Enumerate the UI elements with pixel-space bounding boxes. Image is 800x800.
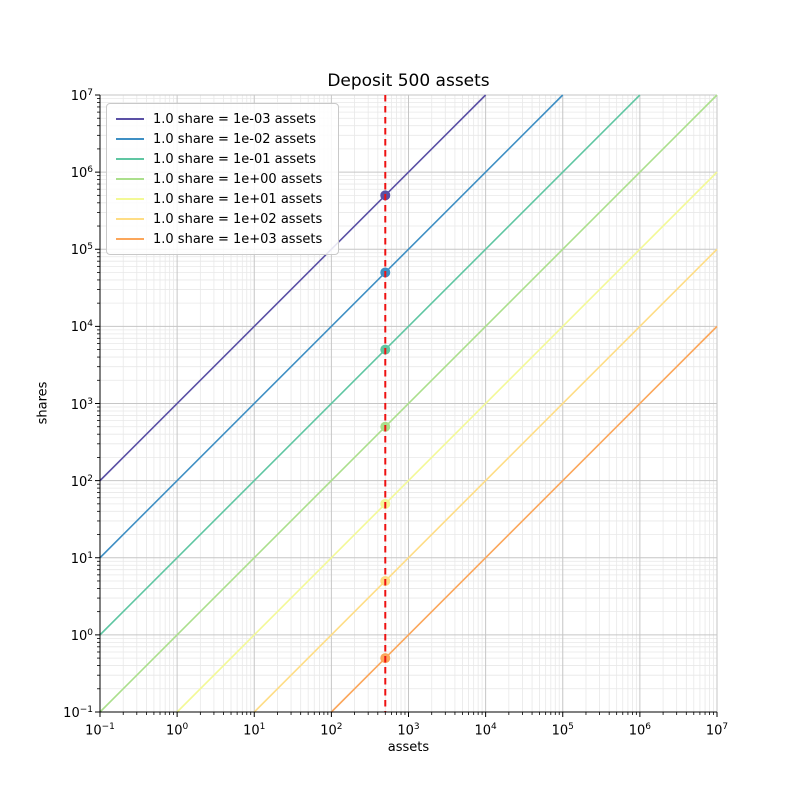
legend-item: 1.0 share = 1e+01 assets <box>116 189 329 209</box>
y-tick-label: 107 <box>70 87 93 105</box>
x-axis-label: assets <box>387 740 430 755</box>
y-tick-label: 101 <box>70 550 93 567</box>
series-line-1 <box>99 94 564 559</box>
y-tick-label: 105 <box>70 242 93 259</box>
series-line-0 <box>99 94 487 482</box>
x-tick-label: 100 <box>165 722 189 739</box>
legend-item: 1.0 share = 1e+02 assets <box>116 209 329 229</box>
x-tick-label: 10−1 <box>85 722 115 739</box>
legend: 1.0 share = 1e-03 assets 1.0 share = 1e-0… <box>106 103 339 255</box>
series-lines <box>99 94 718 713</box>
legend-label: 1.0 share = 1e-03 assets <box>153 111 317 127</box>
y-tick-label: 100 <box>70 627 93 645</box>
legend-item: 1.0 share = 1e+03 assets <box>116 229 329 249</box>
legend-swatch <box>116 238 144 240</box>
series-line-5 <box>253 248 718 713</box>
chart-title: Deposit 500 assets <box>327 71 490 91</box>
axis-ticks <box>95 94 718 717</box>
legend-item: 1.0 share = 1e+00 assets <box>116 169 329 189</box>
legend-label: 1.0 share = 1e-02 assets <box>153 131 317 147</box>
legend-label: 1.0 share = 1e+03 assets <box>153 231 323 247</box>
legend-label: 1.0 share = 1e-01 assets <box>153 151 317 167</box>
legend-swatch <box>116 118 144 120</box>
legend-swatch <box>116 198 144 200</box>
x-tick-label: 107 <box>705 722 729 739</box>
x-tick-label: 105 <box>551 722 574 739</box>
y-tick-label: 106 <box>70 164 93 182</box>
series-line-2 <box>99 94 641 636</box>
legend-label: 1.0 share = 1e+02 assets <box>153 211 323 227</box>
legend-label: 1.0 share = 1e+01 assets <box>153 191 323 207</box>
series-line-3 <box>99 94 718 713</box>
series-line-4 <box>176 171 718 713</box>
legend-item: 1.0 share = 1e-03 assets <box>116 109 329 129</box>
y-tick-label: 104 <box>70 319 93 336</box>
y-tick-label: 103 <box>70 396 93 413</box>
legend-swatch <box>116 138 144 140</box>
y-tick-label: 10−1 <box>63 704 93 722</box>
legend-item: 1.0 share = 1e-02 assets <box>116 129 329 149</box>
legend-swatch <box>116 158 144 160</box>
legend-item: 1.0 share = 1e-01 assets <box>116 149 329 169</box>
x-tick-label: 104 <box>474 722 497 739</box>
legend-label: 1.0 share = 1e+00 assets <box>153 171 323 187</box>
x-tick-label: 101 <box>243 722 266 739</box>
x-tick-label: 103 <box>397 722 420 739</box>
series-line-6 <box>330 325 718 713</box>
x-tick-label: 106 <box>628 722 652 739</box>
x-tick-label: 102 <box>320 722 343 739</box>
legend-swatch <box>116 178 144 180</box>
legend-swatch <box>116 218 144 220</box>
y-tick-label: 102 <box>70 473 93 490</box>
